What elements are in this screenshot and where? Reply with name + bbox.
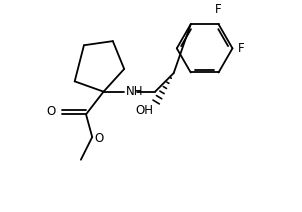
Text: NH: NH — [126, 85, 144, 98]
Text: O: O — [94, 132, 104, 145]
Text: F: F — [215, 3, 222, 16]
Text: F: F — [238, 42, 244, 55]
Text: OH: OH — [135, 104, 153, 117]
Text: O: O — [47, 105, 56, 118]
